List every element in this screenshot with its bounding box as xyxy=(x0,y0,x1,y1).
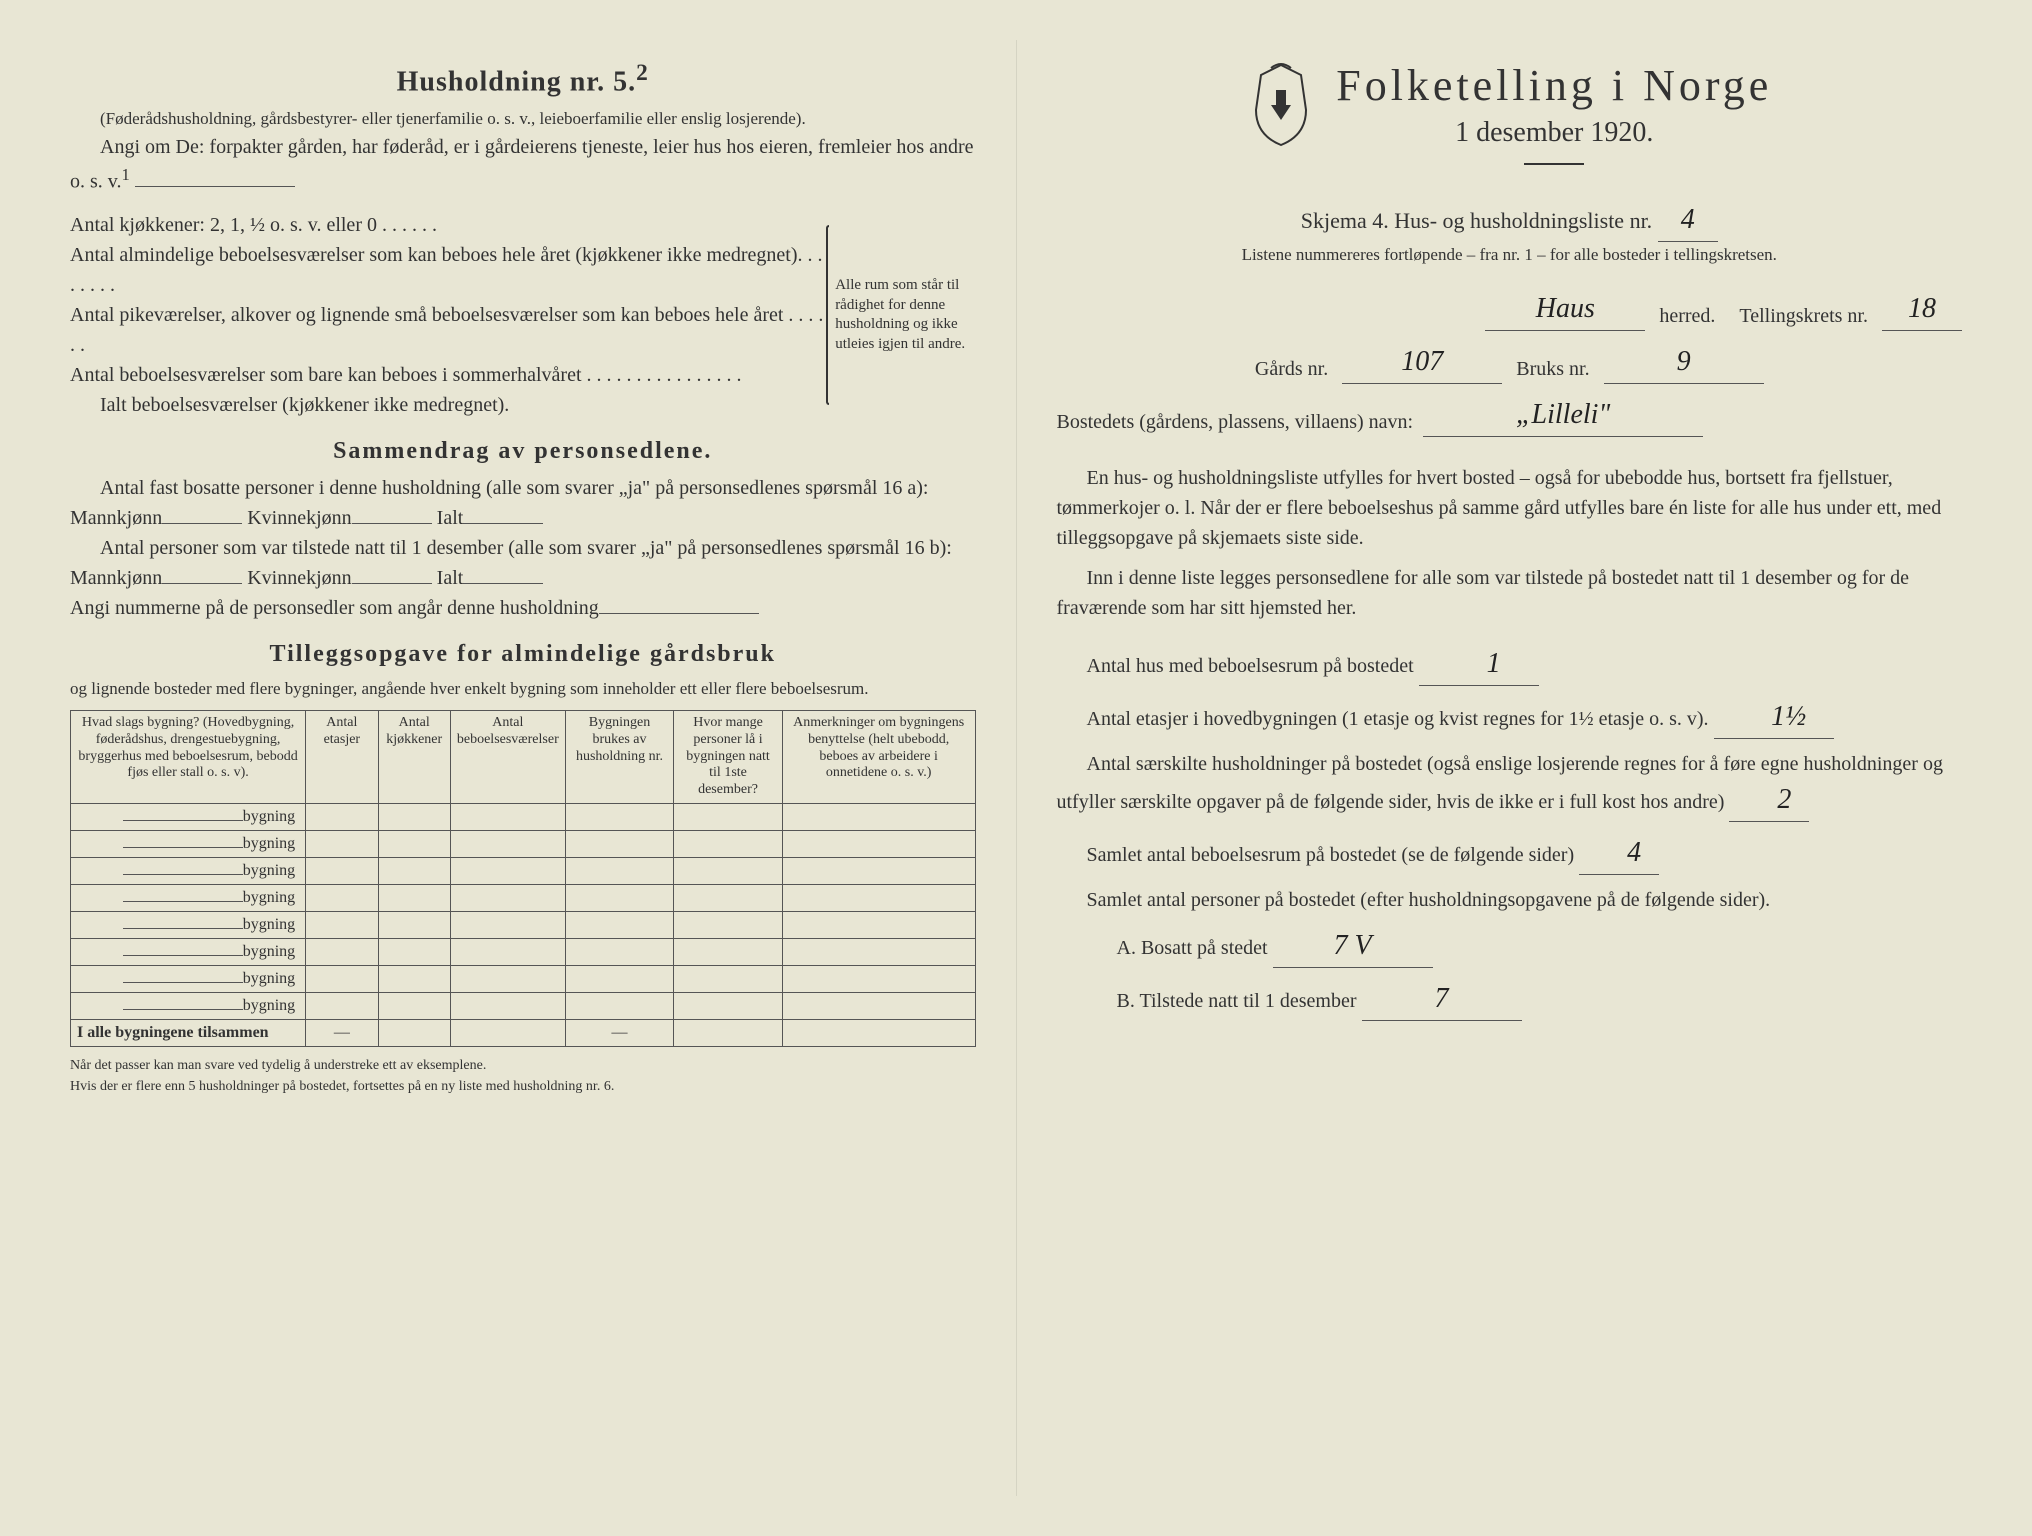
kitchen-line-4: Ialt beboelsesværelser (kjøkkener ikke m… xyxy=(70,390,826,420)
th-1: Antal etasjer xyxy=(306,710,378,803)
table-row: bygning xyxy=(71,857,976,884)
th-0: Hvad slags bygning? (Hovedbygning, føder… xyxy=(71,710,306,803)
th-4: Bygningen brukes av husholdning nr. xyxy=(565,710,674,803)
table-row: bygning xyxy=(71,803,976,830)
left-footnote: Når det passer kan man svare ved tydelig… xyxy=(70,1055,976,1097)
para1: En hus- og husholdningsliste utfylles fo… xyxy=(1057,463,1963,553)
kitchen-block: Antal kjøkkener: 2, 1, ½ o. s. v. eller … xyxy=(70,210,976,420)
coat-of-arms-icon xyxy=(1246,60,1316,150)
s3-sub: og lignende bosteder med flere bygninger… xyxy=(70,676,976,702)
table-row: bygning xyxy=(71,911,976,938)
table-row: bygning xyxy=(71,830,976,857)
left-page: Husholdning nr. 5.2 (Føderådshusholdning… xyxy=(30,40,1017,1496)
kitchen-line-3: Antal beboelsesværelser som bare kan beb… xyxy=(70,360,826,390)
section3-heading: Tilleggsopgave for almindelige gårdsbruk xyxy=(70,641,976,668)
right-page: Folketelling i Norge 1 desember 1920. Sk… xyxy=(1017,40,2003,1496)
title-block: Folketelling i Norge 1 desember 1920. xyxy=(1057,60,1963,179)
sub2: Angi om De: forpakter gården, har føderå… xyxy=(70,132,976,197)
table-row: bygning xyxy=(71,884,976,911)
kitchen-line-0: Antal kjøkkener: 2, 1, ½ o. s. v. eller … xyxy=(70,210,826,240)
para2: Inn i denne liste legges personsedlene f… xyxy=(1057,563,1963,623)
table-row: bygning xyxy=(71,992,976,1019)
listene: Listene nummereres fortløpende – fra nr.… xyxy=(1057,242,1963,268)
q5a: A. Bosatt på stedet 7 V xyxy=(1117,925,1963,968)
section2-heading: Sammendrag av personsedlene. xyxy=(70,438,976,465)
th-3: Antal beboelsesværelser xyxy=(450,710,565,803)
kitchen-line-1: Antal almindelige beboelsesværelser som … xyxy=(70,240,826,300)
q4: Samlet antal beboelsesrum på bostedet (s… xyxy=(1057,832,1963,875)
table-row: bygning xyxy=(71,938,976,965)
kitchen-line-2: Antal pikeværelser, alkover og lignende … xyxy=(70,300,826,360)
skjema-line: Skjema 4. Hus- og husholdningsliste nr. … xyxy=(1057,199,1963,242)
table-row: bygning xyxy=(71,965,976,992)
s2-line2: Antal personer som var tilstede natt til… xyxy=(70,533,976,593)
q2: Antal etasjer i hovedbygningen (1 etasje… xyxy=(1057,696,1963,739)
q1: Antal hus med beboelsesrum på bostedet 1 xyxy=(1057,643,1963,686)
s2-line3: Angi nummerne på de personsedler som ang… xyxy=(70,593,976,623)
sub1: (Føderådshusholdning, gårdsbestyrer- ell… xyxy=(70,106,976,132)
s2-line1: Antal fast bosatte personer i denne hush… xyxy=(70,473,976,533)
main-title: Folketelling i Norge xyxy=(1336,60,1772,111)
bracket-note: Alle rum som står til rådighet for denne… xyxy=(826,210,976,420)
gards-line: Gårds nr. 107 Bruks nr. 9 xyxy=(1057,341,1963,384)
building-table: Hvad slags bygning? (Hovedbygning, føder… xyxy=(70,710,976,1047)
table-footer-label: I alle bygningene tilsammen xyxy=(71,1019,306,1046)
q5b: B. Tilstede natt til 1 desember 7 xyxy=(1117,978,1963,1021)
th-2: Antal kjøkkener xyxy=(378,710,450,803)
q5: Samlet antal personer på bostedet (efter… xyxy=(1057,885,1963,915)
th-5: Hvor mange personer lå i bygningen natt … xyxy=(674,710,783,803)
household-heading: Husholdning nr. 5.2 xyxy=(70,60,976,98)
bosted-line: Bostedets (gårdens, plassens, villaens) … xyxy=(1057,394,1963,437)
th-6: Anmerkninger om bygningens benyttelse (h… xyxy=(782,710,975,803)
sub-title: 1 desember 1920. xyxy=(1336,117,1772,149)
q3: Antal særskilte husholdninger på bostede… xyxy=(1057,749,1963,822)
herred-line: Haus herred. Tellingskrets nr. 18 xyxy=(1057,288,1963,331)
